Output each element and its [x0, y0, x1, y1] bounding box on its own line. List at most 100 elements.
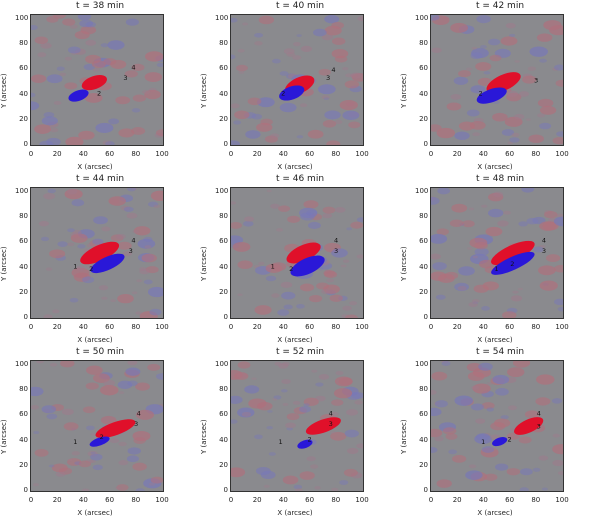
magnetogram-panel: t = 44 min Y (arcsec) X (arcsec) 0 20 40 60 80 1… [0, 173, 200, 346]
field-speckle [495, 463, 509, 471]
field-speckle [43, 192, 56, 200]
field-speckle [66, 188, 78, 195]
field-speckle [276, 228, 284, 232]
y-tick-label: 80 [419, 39, 428, 48]
y-tick-label: 80 [219, 39, 228, 48]
field-speckle [126, 455, 139, 463]
field-speckle [466, 362, 483, 372]
field-speckle [34, 124, 52, 134]
field-speckle [273, 395, 282, 400]
field-speckle [283, 304, 293, 310]
x-tick-label: 0 [428, 323, 434, 331]
field-speckle [244, 385, 260, 394]
y-tick-label: 40 [219, 262, 228, 271]
field-speckle [509, 137, 520, 143]
field-speckle [306, 456, 316, 462]
field-speckle [342, 259, 350, 263]
field-speckle [504, 116, 523, 127]
field-speckle [136, 279, 143, 283]
field-speckle [64, 189, 83, 200]
field-speckle [105, 141, 115, 145]
field-speckle [131, 188, 137, 191]
field-speckle [431, 447, 438, 454]
field-speckle [552, 137, 563, 145]
magnetogram-panel: t = 42 min Y (arcsec) X (arcsec) 0 20 40 60 80 1… [400, 0, 600, 173]
field-speckle [299, 283, 315, 292]
field-speckle [475, 418, 486, 424]
field-speckle [231, 103, 240, 109]
field-speckle [117, 380, 133, 389]
field-speckle [127, 447, 141, 455]
x-tick-label: 100 [555, 323, 569, 331]
field-speckle [72, 229, 82, 236]
field-speckle [71, 199, 85, 207]
panel-title: t = 38 min [75, 1, 125, 11]
field-speckle [143, 279, 153, 285]
field-speckle [501, 129, 515, 136]
panel-title: t = 52 min [275, 347, 325, 357]
field-speckle [101, 226, 111, 232]
field-speckle [266, 426, 273, 430]
y-tick-label: 60 [219, 237, 228, 246]
x-tick-label: 0 [228, 323, 234, 331]
field-speckle [431, 124, 442, 132]
feature-label: 2 [89, 265, 93, 273]
field-speckle [92, 464, 103, 471]
field-speckle [70, 233, 88, 243]
field-speckle [347, 447, 359, 455]
field-speckle [236, 64, 248, 72]
field-speckle [317, 267, 324, 271]
field-speckle [342, 67, 349, 71]
field-speckle [338, 377, 353, 386]
field-speckle [484, 473, 498, 481]
field-speckle [310, 464, 319, 469]
field-speckle [481, 446, 495, 453]
field-speckle [109, 438, 120, 444]
x-tick-label: 40 [78, 150, 88, 158]
field-speckle [474, 241, 488, 250]
field-speckle [78, 130, 95, 140]
y-tick-label: 60 [419, 237, 428, 246]
field-speckle [441, 361, 449, 364]
y-tick-label: 60 [419, 410, 428, 419]
field-speckle [279, 102, 297, 113]
field-speckle [471, 385, 480, 390]
x-axis-label: X (arcsec) [77, 163, 113, 171]
field-speckle [350, 72, 362, 79]
field-speckle [335, 371, 344, 376]
feature-label: 4 [131, 237, 135, 245]
field-speckle [510, 295, 523, 302]
field-speckle [31, 404, 40, 410]
y-tick-label: 100 [15, 360, 29, 368]
feature-label: 2 [289, 265, 293, 273]
field-speckle [434, 436, 444, 442]
x-tick-label: 100 [355, 496, 369, 504]
field-speckle [139, 267, 147, 271]
field-speckle [67, 46, 81, 54]
negative-polarity-region [476, 87, 507, 104]
magnetogram-panel: t = 38 min Y (arcsec) X (arcsec) 0 20 40 60 80 1… [0, 0, 200, 173]
field-speckle [53, 101, 62, 105]
x-tick-label: 0 [28, 323, 34, 331]
field-speckle [84, 93, 103, 103]
field-speckle [293, 42, 301, 47]
field-speckle [31, 74, 47, 83]
field-speckle [554, 64, 563, 71]
feature-label: 2 [281, 90, 285, 98]
field-speckle [144, 89, 161, 100]
positive-polarity-region [286, 242, 321, 264]
x-tick-label: 0 [428, 496, 434, 504]
field-speckle [472, 132, 480, 137]
field-speckle [278, 205, 291, 212]
x-tick-label: 40 [78, 323, 88, 331]
magnetogram-panel: t = 40 min Y (arcsec) X (arcsec) 0 20 40 60 80 1… [200, 0, 400, 173]
field-speckle [330, 431, 336, 434]
field-speckle [268, 452, 276, 456]
field-speckle [545, 254, 561, 262]
field-speckle [256, 122, 273, 132]
field-speckle [40, 236, 50, 242]
x-axis-label: X (arcsec) [277, 336, 313, 344]
field-speckle [274, 361, 282, 366]
field-speckle [257, 97, 275, 108]
magnetogram-panel: t = 52 min Y (arcsec) X (arcsec) 0 20 40 60 80 1… [200, 346, 400, 519]
